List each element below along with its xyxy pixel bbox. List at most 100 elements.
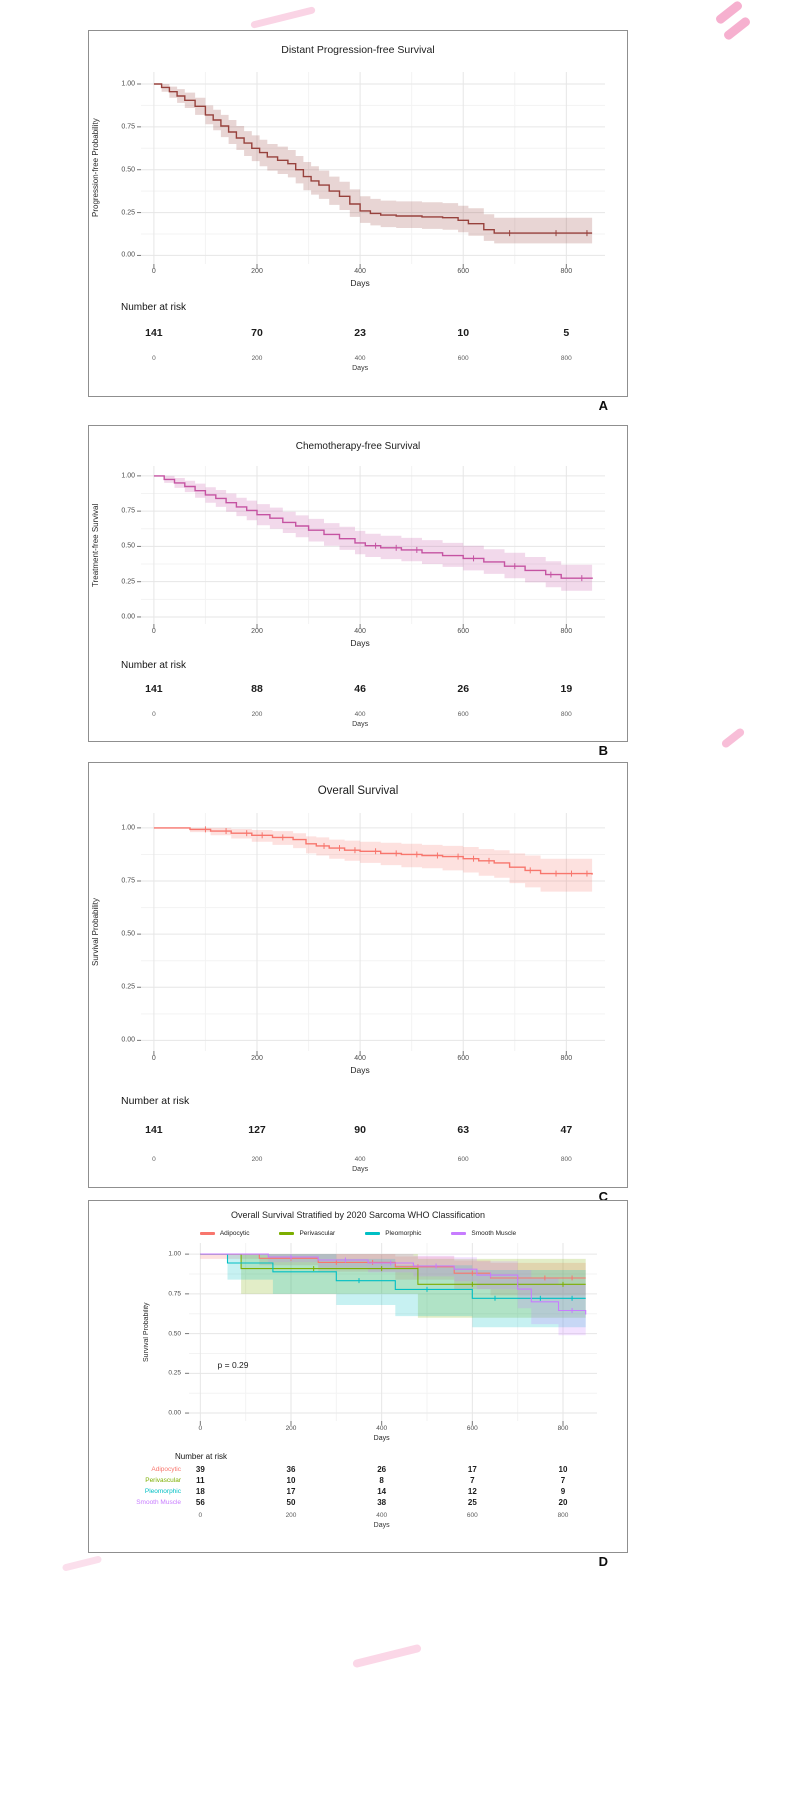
risk-count: 5	[563, 327, 570, 339]
y-axis-label: Survival Probability	[143, 1302, 150, 1362]
legend-label: Perivascular	[299, 1229, 336, 1237]
x-tick-label: 400	[354, 268, 366, 275]
risk-count: 88	[251, 683, 263, 695]
risk-row-label: Smooth Muscle	[136, 1499, 181, 1506]
x-tick-label: 800	[560, 1055, 573, 1062]
risk-row-label: Pleomorphic	[144, 1488, 181, 1495]
x-tick-label: 200	[251, 1055, 263, 1062]
y-tick-label: 0.50	[168, 1330, 181, 1338]
chart-title: Chemotherapy-free Survival	[295, 441, 421, 452]
x-tick-label: 400	[354, 355, 366, 362]
x-tick-label: 800	[560, 1156, 572, 1163]
risk-row-label: Adipocytic	[151, 1466, 181, 1473]
risk-count: 46	[354, 683, 366, 695]
x-tick-label: 0	[151, 268, 156, 275]
x-tick-label: 800	[560, 355, 572, 362]
risk-row-label: Perivascular	[145, 1477, 181, 1484]
risk-row: 141 70 23 10 5	[141, 327, 605, 343]
y-tick-label: 0.00	[121, 251, 135, 259]
watermark-fragment	[352, 1643, 422, 1669]
chart-body: Survival Probability 0.00 0.25 0.50 0.75 1.0…	[89, 813, 627, 1077]
x-tick-label: 0	[198, 1512, 203, 1519]
x-tick-label: 600	[457, 355, 469, 362]
x-tick-label: 0	[151, 628, 156, 635]
risk-count: 10	[558, 1465, 568, 1474]
risk-count: 8	[379, 1476, 384, 1485]
risk-table: 141 70 23 10 5	[141, 327, 605, 343]
risk-axis-label: Days	[373, 1522, 390, 1529]
risk-table-section: Number at risk 141 88 46 26 19 0 200 400 600 800…	[89, 660, 627, 733]
legend-item: Pleomorphic	[365, 1230, 421, 1237]
x-tick-label: 600	[457, 1156, 469, 1163]
risk-count: 17	[467, 1465, 477, 1474]
x-axis-title-row: Days	[189, 1435, 597, 1447]
watermark-fragment	[61, 1555, 103, 1572]
panel-distant-progression-free-survival: Distant Progression-free Survival Progre…	[88, 30, 628, 413]
y-tick-label: 0.00	[121, 613, 135, 621]
risk-count: 19	[560, 683, 573, 695]
x-tick-label: 0	[152, 355, 156, 362]
x-axis-label: Days	[373, 1435, 390, 1442]
risk-axis-label: Days	[352, 365, 369, 372]
panel-label: D	[598, 1554, 608, 1569]
watermark-fragment	[250, 6, 316, 29]
risk-count: 14	[377, 1487, 387, 1496]
risk-count: 10	[286, 1476, 296, 1485]
risk-count: 141	[145, 683, 163, 695]
x-axis-ticks: 0 200 400 600 800	[141, 1055, 605, 1065]
risk-table-section: Number at risk Adipocytic 39 36 26 17 10 Periv…	[89, 1452, 627, 1534]
x-tick-label: 0	[198, 1425, 203, 1432]
panel-label: C	[598, 1189, 608, 1204]
risk-axis-ticks: 0 200 400 600 800	[141, 711, 605, 721]
risk-axis-ticks: 0 200 400 600 800	[189, 1512, 597, 1522]
risk-table-title: Number at risk	[175, 1452, 228, 1461]
risk-row: Perivascular 11 10 8 7 7	[145, 1476, 597, 1487]
risk-axis-ticks: 0 200 400 600 800	[141, 355, 605, 365]
x-tick-label: 600	[457, 268, 470, 275]
chart-body: Treatment-free Survival 0.00 0.25 0.50 0.75…	[89, 466, 627, 650]
y-tick-label: 1.00	[168, 1250, 181, 1258]
risk-count: 26	[457, 683, 470, 695]
risk-count: 127	[248, 1124, 266, 1136]
y-tick-label: 0.50	[121, 166, 135, 174]
risk-count: 20	[558, 1498, 568, 1507]
panel-overall-survival-stratified: Overall Survival Stratified by 2020 Sarc…	[88, 1200, 628, 1569]
x-tick-label: 200	[251, 355, 263, 362]
plot-area: Progression-free Probability 0.00 0.25 0.5…	[91, 72, 605, 268]
legend-swatch-adipocytic	[199, 1231, 215, 1235]
x-tick-label: 0	[152, 711, 156, 718]
risk-count: 10	[457, 327, 470, 339]
x-axis-label: Days	[350, 638, 370, 648]
risk-row: Smooth Muscle 56 50 38 25 20	[136, 1498, 597, 1509]
watermark-fragment	[714, 0, 744, 26]
risk-axis-title-row: Days	[141, 1166, 605, 1178]
x-tick-label: 600	[457, 1055, 470, 1062]
risk-row: Pleomorphic 18 17 14 12 9	[145, 1487, 597, 1498]
x-axis-ticks: 0 200 400 600 800	[189, 1425, 597, 1435]
risk-axis-title-row: Days	[141, 721, 605, 733]
legend-label: Adipocytic	[219, 1229, 250, 1237]
x-tick-label: 800	[560, 268, 573, 275]
x-axis-title-row: Days	[141, 638, 605, 650]
x-tick-label: 400	[354, 1156, 366, 1163]
x-tick-label: 0	[152, 1156, 156, 1163]
risk-row: Adipocytic 39 36 26 17 10	[151, 1465, 597, 1476]
x-tick-label: 600	[457, 711, 469, 718]
panel-chemotherapy-free-survival: Chemotherapy-free Survival Treatment-fre…	[88, 425, 628, 758]
x-tick-label: 600	[466, 1512, 478, 1519]
x-tick-label: 800	[557, 1425, 569, 1432]
risk-table-title: Number at risk	[121, 1095, 190, 1107]
y-tick-label: 0.50	[121, 542, 135, 550]
x-tick-label: 400	[376, 1425, 388, 1432]
risk-count: 17	[286, 1487, 296, 1496]
y-tick-label: 0.25	[121, 578, 135, 586]
risk-count: 18	[195, 1487, 205, 1496]
legend-item: Perivascular	[279, 1230, 335, 1237]
chart-title: Overall Survival	[317, 785, 399, 797]
y-tick-label: 1.00	[121, 472, 135, 480]
risk-count: 9	[560, 1487, 566, 1496]
x-tick-label: 400	[354, 1055, 366, 1062]
risk-row: 141 127 90 63 47	[141, 1124, 605, 1140]
risk-table-title: Number at risk	[121, 302, 187, 313]
y-tick-label: 0.75	[121, 877, 135, 885]
